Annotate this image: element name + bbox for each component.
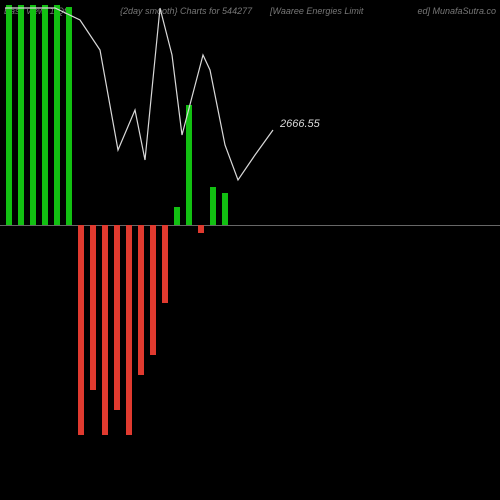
bar-up <box>174 207 180 225</box>
bar-up <box>30 5 36 225</box>
bar-down <box>78 225 84 435</box>
bar-down <box>138 225 144 375</box>
volume-bars <box>0 0 500 500</box>
bar-up <box>42 5 48 225</box>
bar-down <box>198 225 204 233</box>
bar-down <box>126 225 132 435</box>
bar-down <box>90 225 96 390</box>
bar-up <box>66 7 72 225</box>
bar-up <box>6 5 12 225</box>
bar-up <box>222 193 228 225</box>
bar-up <box>210 187 216 225</box>
bar-up <box>186 105 192 225</box>
bar-down <box>162 225 168 303</box>
last-price-label: 2666.55 <box>280 118 320 130</box>
bar-up <box>54 5 60 225</box>
bar-down <box>150 225 156 355</box>
bar-down <box>114 225 120 410</box>
bar-up <box>18 5 24 225</box>
bar-down <box>102 225 108 435</box>
